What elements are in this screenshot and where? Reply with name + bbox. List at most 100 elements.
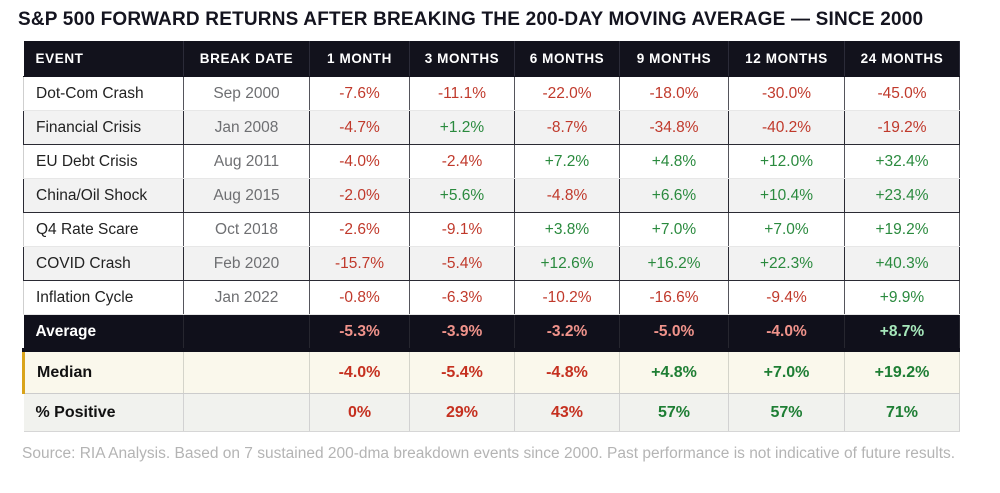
- table-row: China/Oil Shock Aug 2015 -2.0% +5.6% -4.8% +6…: [23, 178, 960, 213]
- value-cell: +16.2%: [619, 246, 729, 281]
- table-row: Q4 Rate Scare Oct 2018 -2.6% -9.1% +3.8% +7.0…: [23, 212, 960, 247]
- value-cell: +10.4%: [728, 178, 845, 213]
- value-cell: -6.3%: [409, 280, 515, 315]
- value-cell: +32.4%: [844, 144, 960, 179]
- break-date-cell: [183, 348, 310, 394]
- value-cell: -4.7%: [309, 110, 410, 145]
- value-cell: -5.4%: [409, 246, 515, 281]
- value-cell: +4.8%: [619, 348, 729, 394]
- break-date-cell: Sep 2000: [183, 76, 310, 111]
- value-cell: +12.6%: [514, 246, 620, 281]
- value-cell: -22.0%: [514, 76, 620, 111]
- event-cell: Q4 Rate Scare: [23, 212, 184, 247]
- table-row: EU Debt Crisis Aug 2011 -4.0% -2.4% +7.2% +4.…: [23, 144, 960, 179]
- table-row: Inflation Cycle Jan 2022 -0.8% -6.3% -10.2% -…: [23, 280, 960, 315]
- value-cell: +9.9%: [844, 280, 960, 315]
- value-cell: -3.2%: [514, 314, 620, 351]
- value-cell: -4.0%: [309, 348, 410, 394]
- column-header: 12 MONTHS: [728, 41, 845, 77]
- column-header: EVENT: [23, 41, 184, 77]
- table-header: EVENT BREAK DATE 1 MONTH 3 MONTHS 6 MONTHS 9 …: [23, 41, 960, 77]
- table-row: COVID Crash Feb 2020 -15.7% -5.4% +12.6% +16.…: [23, 246, 960, 281]
- break-date-cell: Aug 2015: [183, 178, 310, 213]
- event-cell: Inflation Cycle: [23, 280, 184, 315]
- value-cell: +12.0%: [728, 144, 845, 179]
- column-header: BREAK DATE: [183, 41, 310, 77]
- value-cell: -4.8%: [514, 178, 620, 213]
- source-note: Source: RIA Analysis. Based on 7 sustain…: [22, 445, 956, 462]
- value-cell: +5.6%: [409, 178, 515, 213]
- value-cell: +23.4%: [844, 178, 960, 213]
- value-cell: -5.3%: [309, 314, 410, 351]
- value-cell: -30.0%: [728, 76, 845, 111]
- value-cell: -5.0%: [619, 314, 729, 351]
- value-cell: -2.6%: [309, 212, 410, 247]
- value-cell: 57%: [619, 393, 729, 432]
- value-cell: -34.8%: [619, 110, 729, 145]
- event-cell: China/Oil Shock: [23, 178, 184, 213]
- value-cell: +8.7%: [844, 314, 960, 351]
- value-cell: +19.2%: [844, 212, 960, 247]
- value-cell: 29%: [409, 393, 515, 432]
- value-cell: 57%: [728, 393, 845, 432]
- column-header: 1 MONTH: [309, 41, 410, 77]
- value-cell: -45.0%: [844, 76, 960, 111]
- value-cell: -10.2%: [514, 280, 620, 315]
- returns-table: EVENT BREAK DATE 1 MONTH 3 MONTHS 6 MONTHS 9 …: [22, 41, 960, 432]
- value-cell: +7.2%: [514, 144, 620, 179]
- value-cell: -2.4%: [409, 144, 515, 179]
- value-cell: 71%: [844, 393, 960, 432]
- value-cell: -5.4%: [409, 348, 515, 394]
- value-cell: +40.3%: [844, 246, 960, 281]
- value-cell: +3.8%: [514, 212, 620, 247]
- event-cell: Dot-Com Crash: [23, 76, 184, 111]
- event-cell: Financial Crisis: [23, 110, 184, 145]
- value-cell: -11.1%: [409, 76, 515, 111]
- break-date-cell: [183, 393, 310, 432]
- page-title: S&P 500 FORWARD RETURNS AFTER BREAKING T…: [18, 9, 924, 30]
- value-cell: +7.0%: [619, 212, 729, 247]
- value-cell: -9.1%: [409, 212, 515, 247]
- value-cell: +7.0%: [728, 212, 845, 247]
- value-cell: +22.3%: [728, 246, 845, 281]
- value-cell: -9.4%: [728, 280, 845, 315]
- value-cell: -18.0%: [619, 76, 729, 111]
- value-cell: +6.6%: [619, 178, 729, 213]
- value-cell: -16.6%: [619, 280, 729, 315]
- value-cell: -2.0%: [309, 178, 410, 213]
- column-header: 6 MONTHS: [514, 41, 620, 77]
- break-date-cell: [183, 314, 310, 351]
- value-cell: -3.9%: [409, 314, 515, 351]
- break-date-cell: Jan 2022: [183, 280, 310, 315]
- value-cell: -0.8%: [309, 280, 410, 315]
- summary-label-cell: Median: [22, 348, 184, 394]
- event-cell: COVID Crash: [23, 246, 184, 281]
- table-body: Dot-Com Crash Sep 2000 -7.6% -11.1% -22.0% -1…: [22, 76, 960, 432]
- value-cell: 43%: [514, 393, 620, 432]
- value-cell: +1.2%: [409, 110, 515, 145]
- summary-row: Median -4.0% -5.4% -4.8% +4.8% +7.0% +19.2%: [22, 348, 960, 394]
- value-cell: -15.7%: [309, 246, 410, 281]
- column-header: 3 MONTHS: [409, 41, 515, 77]
- summary-row: Average -5.3% -3.9% -3.2% -5.0% -4.0% +8.7%: [23, 314, 960, 351]
- summary-row: % Positive 0% 29% 43% 57% 57% 71%: [23, 393, 960, 432]
- value-cell: 0%: [309, 393, 410, 432]
- value-cell: -4.8%: [514, 348, 620, 394]
- value-cell: -40.2%: [728, 110, 845, 145]
- value-cell: -19.2%: [844, 110, 960, 145]
- value-cell: -8.7%: [514, 110, 620, 145]
- value-cell: -7.6%: [309, 76, 410, 111]
- break-date-cell: Jan 2008: [183, 110, 310, 145]
- value-cell: -4.0%: [728, 314, 845, 351]
- break-date-cell: Feb 2020: [183, 246, 310, 281]
- event-cell: EU Debt Crisis: [23, 144, 184, 179]
- break-date-cell: Oct 2018: [183, 212, 310, 247]
- header-row: EVENT BREAK DATE 1 MONTH 3 MONTHS 6 MONTHS 9 …: [23, 41, 960, 77]
- column-header: 24 MONTHS: [844, 41, 960, 77]
- table-row: Dot-Com Crash Sep 2000 -7.6% -11.1% -22.0% -1…: [23, 76, 960, 111]
- value-cell: +7.0%: [728, 348, 845, 394]
- column-header: 9 MONTHS: [619, 41, 729, 77]
- summary-label-cell: Average: [23, 314, 184, 351]
- summary-label-cell: % Positive: [23, 393, 184, 432]
- value-cell: -4.0%: [309, 144, 410, 179]
